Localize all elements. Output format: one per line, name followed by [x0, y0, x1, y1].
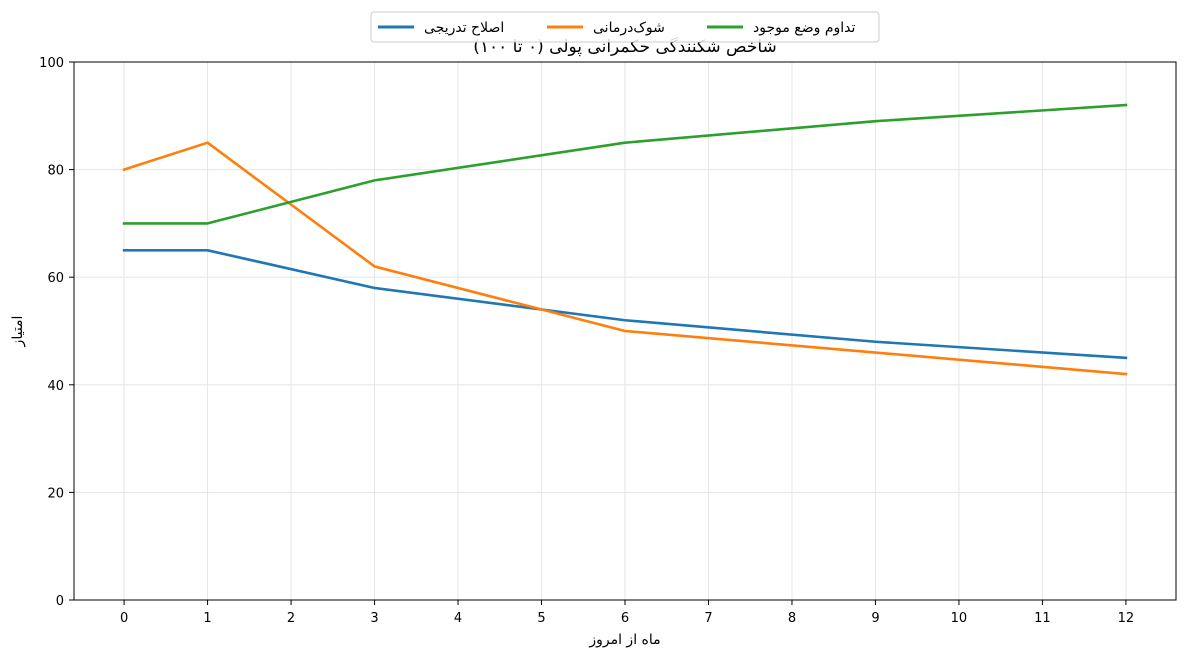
- x-tick-label: 0: [120, 611, 128, 626]
- series-layer: [122, 103, 1128, 376]
- y-tick-label: 20: [47, 486, 64, 501]
- x-axis-label: ماه از امروز: [588, 632, 660, 648]
- x-tick-label: 12: [1118, 611, 1135, 626]
- series-line-1: [122, 141, 1128, 376]
- x-tick-label: 10: [951, 611, 968, 626]
- y-tick-label: 100: [39, 56, 64, 71]
- legend-label-1: شوک‌درمانی: [593, 20, 665, 36]
- x-tick-label: 4: [454, 611, 462, 626]
- y-tick-label: 80: [47, 164, 64, 179]
- series-line-0: [122, 249, 1128, 360]
- legend-box: [370, 11, 880, 43]
- x-tick-label: 7: [704, 611, 712, 626]
- x-tick-label: 9: [871, 611, 879, 626]
- y-tick-label: 40: [47, 379, 64, 394]
- y-tick-label: 0: [56, 594, 64, 609]
- legend-label-2: تداوم وضع موجود: [753, 20, 856, 36]
- x-tick-label: 1: [203, 611, 211, 626]
- legend-label-0: اصلاح تدریجی: [424, 20, 504, 36]
- series-line-2: [122, 103, 1128, 225]
- legend: اصلاح تدریجی شوک‌درمانی تداوم وضع موجود: [370, 11, 880, 43]
- x-tick-label: 5: [537, 611, 545, 626]
- x-tick-label: 11: [1034, 611, 1051, 626]
- x-tick-label: 8: [788, 611, 796, 626]
- y-tick-label: 60: [47, 271, 64, 286]
- y-axis-label: امتیاز: [10, 316, 26, 348]
- x-tick-label: 2: [287, 611, 295, 626]
- x-tick-label: 6: [621, 611, 629, 626]
- x-tick-label: 3: [370, 611, 378, 626]
